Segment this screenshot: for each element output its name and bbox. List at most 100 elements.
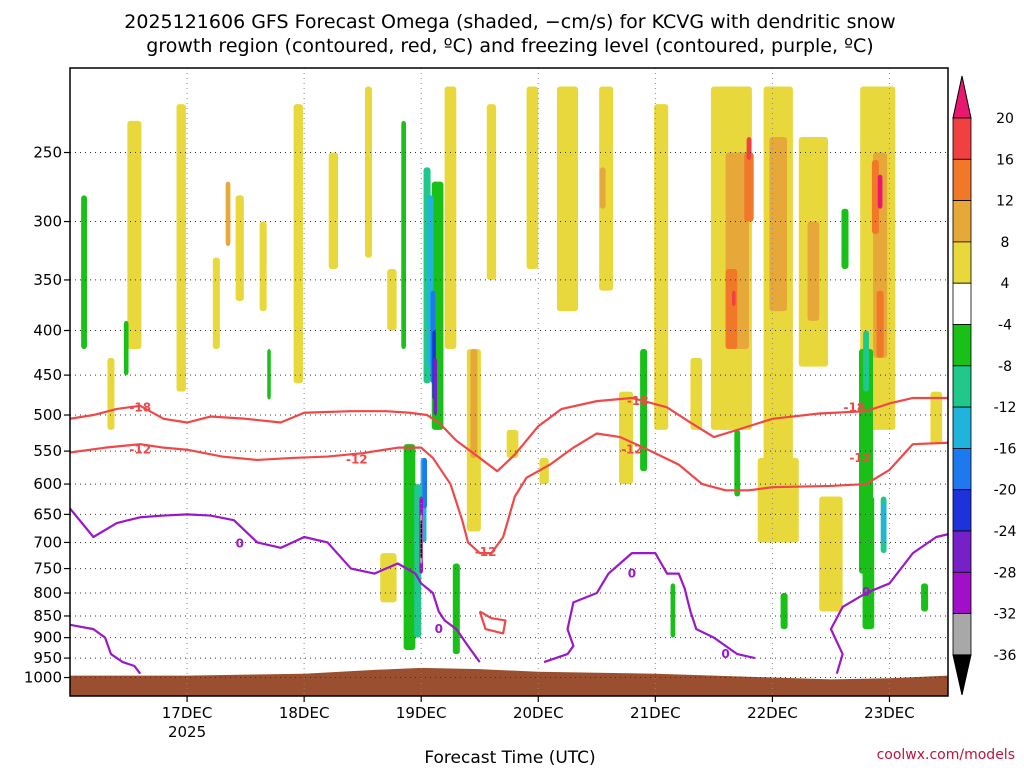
omega-cell bbox=[599, 86, 614, 291]
omega-cell bbox=[123, 320, 129, 376]
y-tick-label: 350 bbox=[33, 271, 62, 289]
colorbar-segment bbox=[952, 571, 972, 614]
chart-title-line1: 2025121606 GFS Forecast Omega (shaded, −… bbox=[124, 11, 895, 33]
y-tick-label: 850 bbox=[33, 607, 62, 625]
x-tick-label: 20DEC bbox=[513, 704, 564, 722]
plot-frame bbox=[69, 67, 949, 697]
omega-cell bbox=[176, 104, 186, 392]
omega-cell bbox=[640, 348, 648, 472]
y-tick-label: 600 bbox=[33, 475, 62, 493]
omega-cell bbox=[619, 391, 634, 485]
contour-label: 0 bbox=[236, 537, 244, 551]
contour-label: -18 bbox=[627, 394, 649, 408]
y-tick-label: 550 bbox=[33, 442, 62, 460]
colorbar-segment bbox=[952, 241, 972, 284]
colorbar-tick-label: 16 bbox=[996, 152, 1014, 168]
y-tick-label: 650 bbox=[33, 505, 62, 523]
colorbar-segment bbox=[952, 489, 972, 532]
y-tick-label: 1000 bbox=[24, 669, 62, 687]
omega-cell bbox=[414, 484, 422, 638]
colorbar-top-arrow bbox=[952, 75, 972, 119]
y-tick-label: 950 bbox=[33, 649, 62, 667]
x-tick-label: 23DEC bbox=[864, 704, 915, 722]
omega-cell bbox=[403, 444, 416, 651]
colorbar-segment bbox=[952, 365, 972, 408]
omega-cell bbox=[930, 391, 943, 445]
colorbar-segment bbox=[952, 613, 972, 656]
omega-cell bbox=[877, 174, 883, 209]
x-tick-label: 21DEC bbox=[630, 704, 681, 722]
colorbar-tick-label: 12 bbox=[996, 194, 1014, 210]
colorbar-segment bbox=[952, 324, 972, 367]
y-tick-label: 900 bbox=[33, 629, 62, 647]
y-tick-label: 700 bbox=[33, 533, 62, 551]
chart-title-line2: growth region (contoured, red, ºC) and f… bbox=[146, 35, 873, 57]
contour-label: -12 bbox=[621, 443, 643, 457]
x-tick-label: 18DEC bbox=[279, 704, 330, 722]
omega-cell bbox=[871, 160, 879, 234]
y-tick-label: 500 bbox=[33, 406, 62, 424]
omega-cell bbox=[780, 593, 788, 630]
omega-cell bbox=[556, 86, 579, 312]
x-axis-label: Forecast Time (UTC) bbox=[424, 748, 595, 768]
colorbar-tick-label: 4 bbox=[1001, 276, 1010, 292]
omega-cell bbox=[921, 583, 929, 612]
contour-label: -12 bbox=[475, 545, 497, 559]
omega-cell bbox=[734, 429, 741, 497]
contour-line bbox=[829, 533, 948, 675]
omega-cell bbox=[444, 86, 457, 349]
colorbar-tick-label: 8 bbox=[1001, 235, 1010, 251]
contour-line bbox=[70, 432, 948, 555]
colorbar-tick-label: -12 bbox=[994, 400, 1017, 416]
colorbar-tick-label: -8 bbox=[998, 359, 1012, 375]
omega-cell bbox=[387, 268, 397, 331]
colorbar-tick-label: -20 bbox=[994, 483, 1017, 499]
y-tick-label: 400 bbox=[33, 322, 62, 340]
contour-line bbox=[70, 623, 142, 675]
omega-cell bbox=[452, 563, 460, 655]
colorbar-segment bbox=[952, 117, 972, 160]
omega-cell bbox=[841, 208, 849, 269]
plot-area: -18 -12 -12 -12 -18 -12 -18 -12 0 0 0 0 0 250 300 350 40… bbox=[24, 67, 949, 741]
y-tick-label: 250 bbox=[33, 144, 62, 162]
colorbar-tick-label: -32 bbox=[994, 607, 1017, 623]
contour-label: -18 bbox=[129, 400, 151, 414]
colorbar-tick-label: -28 bbox=[994, 565, 1017, 581]
colorbar: 20 16 12 8 4 -4 -8 -12 -16 -20 -24 -28 -32 -36 bbox=[952, 75, 1017, 696]
contour-label: 0 bbox=[628, 567, 636, 581]
omega-cell bbox=[539, 457, 549, 485]
colorbar-segment bbox=[952, 282, 972, 325]
colorbar-segment bbox=[952, 530, 972, 573]
omega-cell bbox=[433, 357, 438, 416]
contour-label: 0 bbox=[435, 622, 443, 636]
omega-cell bbox=[599, 167, 606, 209]
omega-cell bbox=[422, 457, 428, 509]
omega-cell bbox=[420, 520, 422, 559]
omega-cell bbox=[81, 195, 87, 349]
omega-cell bbox=[235, 195, 244, 301]
contour-line bbox=[70, 396, 948, 473]
credit-text[interactable]: coolwx.com/models bbox=[877, 747, 1015, 763]
omega-cell bbox=[732, 290, 736, 307]
colorbar-segment bbox=[952, 406, 972, 449]
omega-cell bbox=[725, 268, 738, 349]
contour-line bbox=[70, 507, 481, 663]
omega-cell bbox=[819, 496, 843, 612]
colorbar-tick-label: 20 bbox=[996, 111, 1014, 127]
omega-cell bbox=[259, 221, 267, 312]
y-tick-label: 300 bbox=[33, 213, 62, 231]
omega-cell bbox=[293, 104, 303, 384]
omega-cell bbox=[486, 104, 497, 280]
x-tick-label: 19DEC bbox=[396, 704, 447, 722]
omega-cell bbox=[654, 104, 669, 430]
omega-cell bbox=[225, 181, 231, 246]
y-tick-label: 800 bbox=[33, 584, 62, 602]
colorbar-tick-label: -16 bbox=[994, 441, 1017, 457]
omega-cell bbox=[746, 137, 752, 161]
contour-label: 0 bbox=[721, 647, 729, 661]
omega-cell bbox=[401, 120, 406, 349]
omega-cell bbox=[107, 357, 115, 430]
omega-shading bbox=[70, 86, 948, 696]
x-tick-label: 22DEC bbox=[747, 704, 798, 722]
